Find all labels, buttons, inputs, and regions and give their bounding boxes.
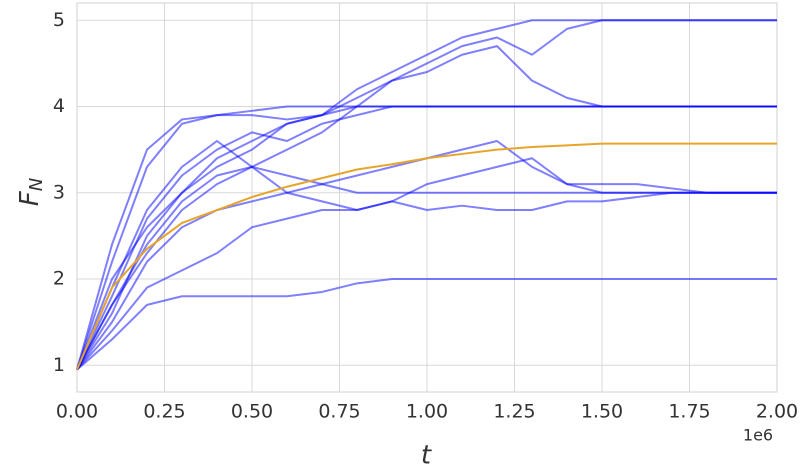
series-line: [76, 105, 777, 370]
y-tick-label: 5: [53, 9, 65, 31]
x-tick-label: 0.75: [318, 401, 360, 423]
x-tick-label: 1.25: [493, 401, 535, 423]
y-tick-label: 1: [53, 354, 65, 376]
x-tick-label: 2.00: [756, 401, 798, 423]
y-tick-label: 4: [53, 95, 65, 117]
series-line: [76, 19, 777, 371]
x-tick-label: 1.00: [406, 401, 448, 423]
x-tick-label: 0.25: [143, 401, 185, 423]
y-axis-label-base: F: [15, 190, 45, 206]
plot-frame: [76, 2, 778, 393]
x-tick-label: 1.50: [581, 401, 623, 423]
series-line: [76, 165, 777, 371]
series-line: [76, 142, 777, 370]
x-tick-label: 0.50: [231, 401, 273, 423]
x-tick-label: 0.00: [56, 401, 98, 423]
x-axis-label: t: [421, 441, 432, 468]
y-axis-label-sub: N: [26, 178, 47, 191]
series-line: [76, 278, 777, 371]
y-tick-label: 2: [53, 268, 65, 290]
x-tick-label: 1.75: [668, 401, 710, 423]
x-offset-label: 1e6: [743, 426, 773, 445]
y-axis-label: FN: [15, 178, 48, 206]
series-line: [76, 140, 777, 370]
series-line: [76, 191, 777, 371]
y-tick-label: 3: [53, 181, 65, 203]
